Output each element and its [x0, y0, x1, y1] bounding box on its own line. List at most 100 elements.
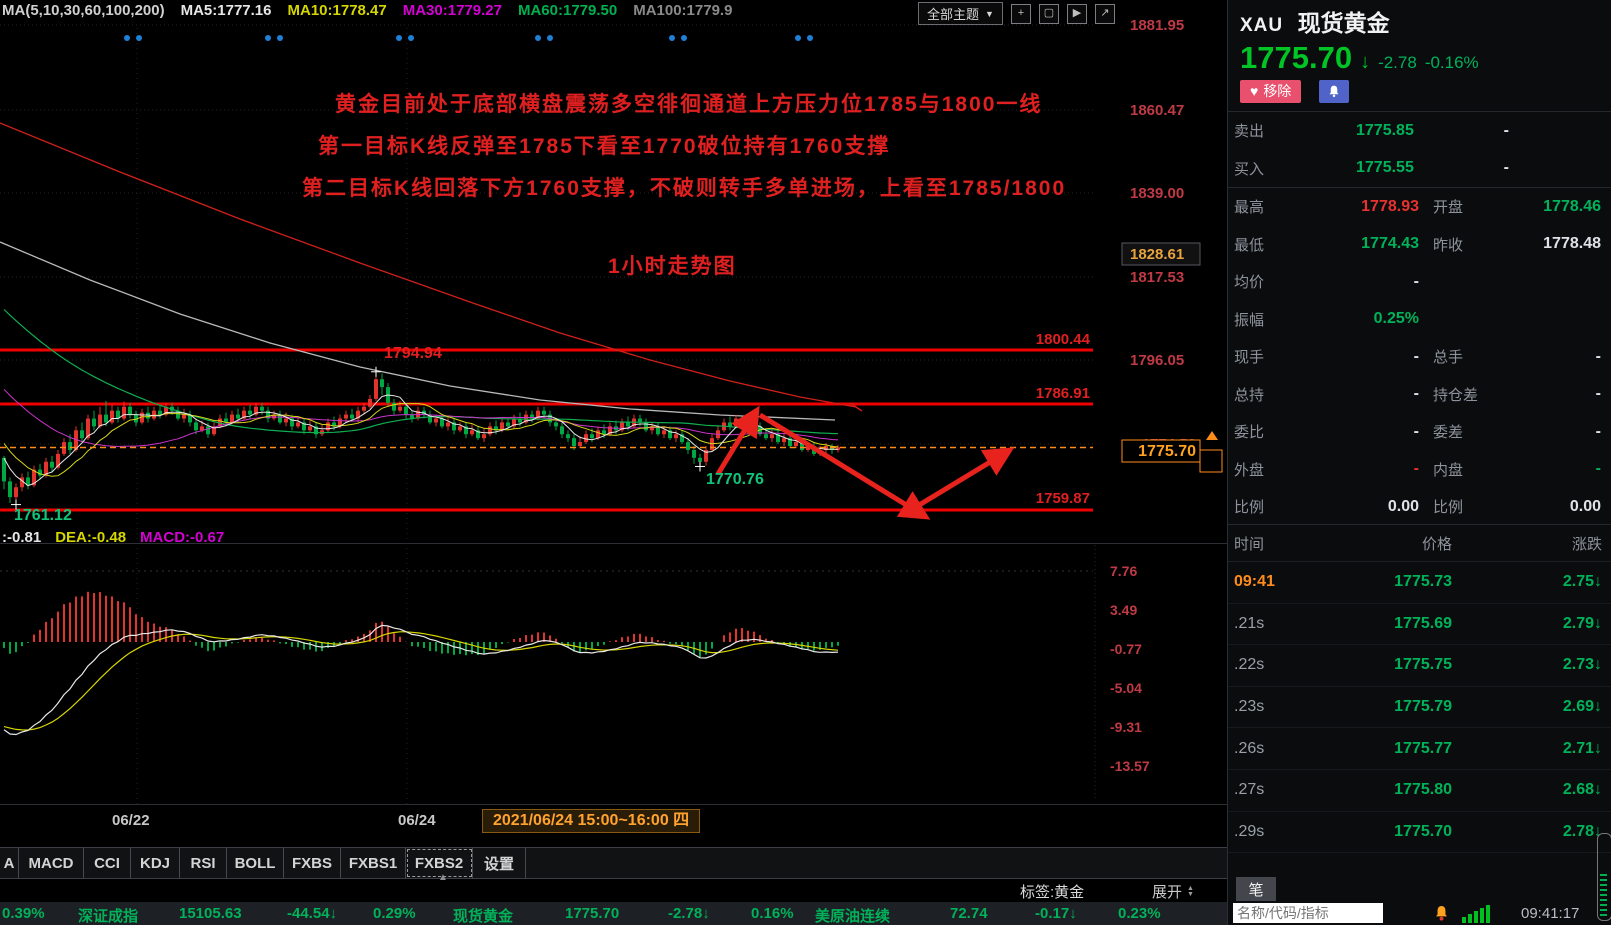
- quote-value: 1775.55: [1356, 159, 1414, 177]
- quote-row-8: 委比 - 委差 -: [1228, 413, 1611, 451]
- tick-change: 2.68↓: [1562, 781, 1602, 799]
- layout-icon[interactable]: ▢: [1038, 3, 1059, 24]
- status-item-0: 0.39%: [2, 905, 45, 922]
- quote-value-2: -: [1595, 422, 1601, 440]
- price-chart[interactable]: 1800.44 1786.91 1759.87 1794.94 1770.76 1761.…: [0, 0, 1227, 925]
- tab-a[interactable]: A: [0, 848, 19, 878]
- price-change: -2.78: [1378, 53, 1417, 72]
- indicator-tab-bar: A MACD CCI KDJ RSI BOLL FXBS FXBS1 FXBS2 设置: [0, 847, 1227, 879]
- quote-label: 总持: [1234, 386, 1265, 404]
- panel-play-icon[interactable]: ▶: [1066, 3, 1087, 24]
- tab-macd[interactable]: MACD: [19, 848, 84, 878]
- time-sales-row: .27s 1775.80 2.68↓: [1228, 770, 1611, 812]
- quote-value-2: -: [1595, 385, 1601, 403]
- tab-pen[interactable]: 笔: [1236, 877, 1276, 901]
- quote-row-9: 外盘 - 内盘 -: [1228, 451, 1611, 489]
- svg-text:1770.76: 1770.76: [706, 471, 764, 488]
- add-chart-icon[interactable]: +: [1010, 3, 1031, 24]
- tab-kdj[interactable]: KDJ: [131, 848, 180, 878]
- tab-cci[interactable]: CCI: [84, 848, 131, 878]
- x-axis-date-2: 06/24: [398, 812, 436, 829]
- time-sales-row: .23s 1775.79 2.69↓: [1228, 687, 1611, 729]
- svg-text:1881.95: 1881.95: [1130, 17, 1184, 34]
- expand-label: 展开: [1152, 884, 1183, 901]
- status-item-8: 0.16%: [751, 905, 794, 922]
- time-sales-header: 时间 价格 涨跌: [1228, 525, 1611, 562]
- expand-button[interactable]: 展开 ▲ ▼: [1152, 881, 1194, 902]
- tick-time: .21s: [1234, 614, 1265, 632]
- tab-设置[interactable]: 设置: [473, 848, 526, 878]
- time-sales-table[interactable]: 时间 价格 涨跌 09:41 1775.73 2.75↓ .21s 1775.69 2.79↓.…: [1228, 524, 1611, 854]
- status-item-2: 15105.63: [179, 905, 242, 922]
- quote-label-2: 内盘: [1433, 461, 1464, 479]
- time-sales-row: .22s 1775.75 2.73↓: [1228, 645, 1611, 687]
- status-item-10: 72.74: [950, 905, 988, 922]
- x-axis-row: 06/22 06/24 2021/06/24 15:00~16:00 四: [0, 806, 1227, 846]
- export-icon[interactable]: ↗: [1094, 3, 1115, 24]
- chart-toolbar: 全部主题 ▼ + ▢ ▶ ↗: [918, 2, 1115, 25]
- svg-text:1860.47: 1860.47: [1130, 102, 1184, 119]
- price-row: 1775.70 ↓ -2.78 -0.16%: [1240, 40, 1479, 76]
- tab-caret-icon[interactable]: ▲: [438, 872, 448, 883]
- svg-text:1761.12: 1761.12: [14, 507, 72, 524]
- tab-fxbs2[interactable]: FXBS2: [406, 848, 473, 878]
- tab-rsi[interactable]: RSI: [180, 848, 227, 878]
- tick-price: 1775.80: [1394, 781, 1452, 799]
- instrument-symbol: XAU: [1240, 15, 1284, 36]
- svg-text:1775.70: 1775.70: [1138, 443, 1196, 460]
- svg-text:1794.94: 1794.94: [384, 345, 442, 362]
- quote-label: 均价: [1234, 274, 1265, 292]
- svg-text:7.76: 7.76: [1110, 563, 1137, 579]
- search-input[interactable]: [1233, 903, 1383, 923]
- macd-indicator-values: :-0.81 DEA:-0.48 MACD:-0.67: [2, 529, 224, 546]
- quote-value: -: [1413, 385, 1419, 403]
- scrollbar-stripes: [1600, 874, 1607, 916]
- tick-price: 1775.69: [1394, 614, 1452, 632]
- quote-value: -: [1413, 347, 1419, 365]
- connection-signal-icon: [1462, 904, 1498, 923]
- tick-time: .22s: [1234, 656, 1265, 674]
- quote-label: 委比: [1234, 424, 1265, 442]
- quote-value: 1774.43: [1361, 235, 1419, 253]
- status-item-12: 0.23%: [1118, 905, 1161, 922]
- last-price: 1775.70: [1240, 40, 1353, 75]
- svg-text:1759.87: 1759.87: [1036, 490, 1090, 507]
- price-down-arrow-icon: ↓: [1360, 51, 1371, 73]
- svg-text:-5.04: -5.04: [1110, 680, 1142, 696]
- notification-bell-icon[interactable]: [1433, 904, 1450, 925]
- theme-dropdown[interactable]: 全部主题 ▼: [918, 2, 1003, 25]
- tab-fxbs1[interactable]: FXBS1: [341, 848, 406, 878]
- status-item-3: -44.54↓: [287, 905, 338, 922]
- quote-label: 买入: [1234, 160, 1265, 178]
- ma-value-3: MA30:1779.27: [402, 2, 502, 19]
- quote-value: -: [1413, 422, 1419, 440]
- svg-text:3.49: 3.49: [1110, 602, 1137, 618]
- quote-row-1: 买入 1775.55 -: [1228, 150, 1611, 188]
- quote-label: 外盘: [1234, 461, 1265, 479]
- market-status-bar[interactable]: 0.39% 深证成指 15105.63 -44.54↓ 0.29% 现货黄金 1775.70…: [0, 902, 1227, 925]
- quote-value: 1775.85: [1356, 121, 1414, 139]
- status-item-9: 美原油连续: [815, 908, 891, 925]
- tab-boll[interactable]: BOLL: [227, 848, 284, 878]
- selected-time-range: 2021/06/24 15:00~16:00 四: [482, 809, 701, 833]
- panel-scrollbar[interactable]: [1597, 833, 1611, 921]
- svg-text:-0.77: -0.77: [1110, 641, 1142, 657]
- expand-arrows-icon: ▲ ▼: [1187, 884, 1194, 898]
- quote-row-3: 最低 1774.43 昨收 1778.48: [1228, 226, 1611, 264]
- quote-row-7: 总持 - 持仓差 -: [1228, 376, 1611, 414]
- tick-price: 1775.79: [1394, 698, 1452, 716]
- time-sales-row: .29s 1775.70 2.78↓: [1228, 812, 1611, 854]
- quote-label: 振幅: [1234, 311, 1265, 329]
- ma-indicator-bar: MA(5,10,30,60,100,200) MA5:1777.16 MA10:17…: [2, 2, 732, 22]
- tab-fxbs[interactable]: FXBS: [284, 848, 341, 878]
- svg-text:-13.57: -13.57: [1110, 758, 1150, 774]
- macd-value-1: DEA:-0.48: [55, 529, 127, 546]
- remove-favorite-button[interactable]: ♥ 移除: [1240, 80, 1302, 103]
- instrument-name: 现货黄金: [1297, 10, 1390, 36]
- tick-time: .23s: [1234, 698, 1265, 716]
- tick-change: 2.75↓: [1562, 573, 1602, 591]
- alert-bell-button[interactable]: [1319, 80, 1350, 103]
- tick-price: 1775.75: [1394, 656, 1452, 674]
- quote-panel: XAU 现货黄金 1775.70 ↓ -2.78 -0.16% ♥ 移除 卖出 1…: [1227, 0, 1611, 925]
